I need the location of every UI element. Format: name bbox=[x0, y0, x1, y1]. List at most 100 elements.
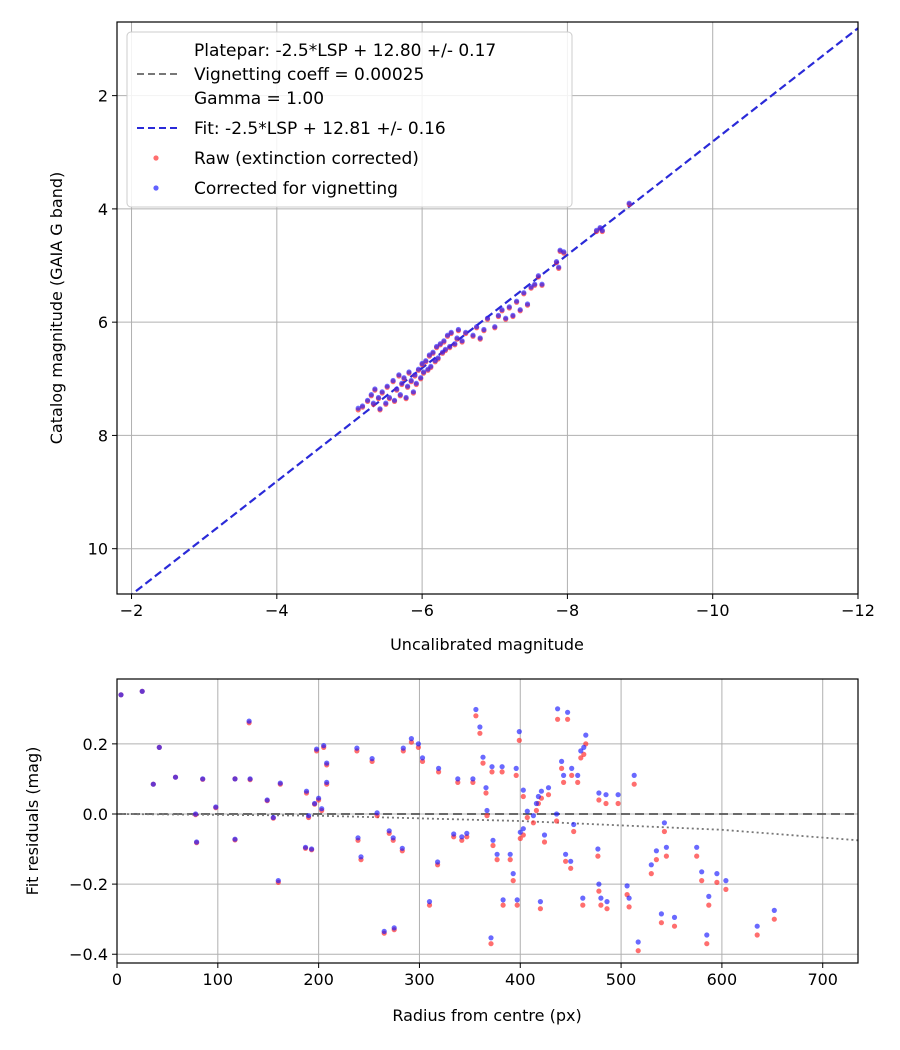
corrected-point bbox=[406, 369, 412, 375]
corrected-point bbox=[277, 780, 283, 786]
corrected-point bbox=[533, 800, 540, 807]
raw-point bbox=[507, 857, 513, 863]
corrected-point bbox=[359, 403, 366, 409]
raw-point bbox=[603, 800, 609, 807]
corrected-point bbox=[408, 736, 414, 742]
raw-point bbox=[723, 886, 729, 893]
raw-point bbox=[658, 920, 665, 926]
corrected-point bbox=[626, 895, 632, 901]
bottom-points-layer bbox=[118, 688, 777, 954]
corrected-point bbox=[430, 349, 436, 355]
corrected-point bbox=[510, 312, 516, 318]
raw-point bbox=[771, 916, 777, 922]
corrected-point bbox=[569, 765, 575, 772]
corrected-point bbox=[598, 895, 604, 901]
x-tick-label: 100 bbox=[203, 970, 234, 989]
raw-point bbox=[580, 902, 586, 908]
raw-point bbox=[494, 857, 500, 863]
raw-point bbox=[517, 835, 523, 842]
y-tick-label: 8 bbox=[98, 426, 108, 445]
corrected-point bbox=[383, 400, 389, 406]
corrected-point bbox=[671, 914, 678, 921]
corrected-point bbox=[419, 360, 425, 367]
top-ticks: −2 −4 −6 −8 −10 −12 2 4 6 8 10 bbox=[88, 87, 875, 620]
corrected-point bbox=[484, 807, 490, 814]
corrected-point bbox=[524, 808, 530, 814]
top-y-axis-label: Catalog magnitude (GAIA G band) bbox=[47, 172, 66, 444]
corrected-point bbox=[538, 788, 545, 794]
corrected-point bbox=[545, 785, 552, 791]
corrected-point bbox=[355, 835, 361, 841]
raw-point bbox=[477, 730, 483, 736]
corrected-point bbox=[399, 845, 405, 851]
corrected-point bbox=[399, 380, 405, 386]
corrected-point bbox=[354, 745, 360, 751]
raw-point bbox=[604, 906, 610, 912]
corrected-point bbox=[470, 776, 476, 782]
corrected-point bbox=[247, 776, 253, 782]
raw-point bbox=[537, 906, 544, 912]
corrected-point bbox=[448, 329, 454, 335]
corrected-point bbox=[455, 776, 461, 782]
corrected-point bbox=[303, 788, 310, 794]
y-tick-label: 4 bbox=[98, 200, 108, 219]
corrected-point bbox=[365, 397, 371, 403]
corrected-point bbox=[421, 369, 427, 375]
bottom-x-axis-label: Radius from centre (px) bbox=[392, 1006, 581, 1025]
corrected-point bbox=[581, 744, 587, 751]
corrected-point bbox=[118, 692, 124, 698]
x-tick-label: −12 bbox=[841, 601, 875, 620]
corrected-point bbox=[506, 304, 512, 310]
corrected-point bbox=[575, 772, 581, 779]
raw-point bbox=[704, 941, 710, 947]
corrected-point bbox=[391, 925, 397, 931]
corrected-point bbox=[596, 790, 602, 796]
corrected-point bbox=[595, 846, 601, 852]
corrected-point bbox=[663, 844, 670, 850]
y-tick-label: 0.2 bbox=[83, 735, 108, 754]
raw-point bbox=[489, 769, 495, 775]
corrected-point bbox=[694, 844, 700, 850]
corrected-point bbox=[517, 307, 523, 313]
raw-point bbox=[563, 858, 569, 864]
corrected-point bbox=[156, 744, 162, 751]
raw-point bbox=[510, 878, 516, 884]
raw-point bbox=[754, 932, 760, 938]
corrected-point bbox=[451, 831, 457, 837]
raw-point bbox=[626, 904, 632, 910]
corrected-point bbox=[535, 273, 542, 279]
raw-point bbox=[596, 888, 602, 894]
raw-point bbox=[648, 871, 654, 877]
raw-point bbox=[653, 857, 660, 863]
raw-point bbox=[488, 941, 494, 947]
corrected-point bbox=[418, 375, 424, 381]
raw-point bbox=[545, 792, 552, 798]
x-tick-label: −2 bbox=[120, 601, 144, 620]
corrected-point bbox=[412, 372, 418, 378]
raw-point bbox=[714, 879, 720, 886]
corrected-point bbox=[490, 837, 496, 843]
corrected-point bbox=[396, 372, 402, 378]
raw-point bbox=[520, 793, 526, 800]
corrected-point bbox=[370, 400, 376, 406]
raw-point bbox=[635, 948, 641, 954]
corrected-point bbox=[520, 787, 526, 793]
corrected-point bbox=[484, 315, 491, 321]
corrected-point bbox=[316, 795, 322, 801]
raw-point bbox=[541, 839, 548, 845]
corrected-point bbox=[390, 377, 396, 384]
raw-point bbox=[578, 755, 584, 761]
corrected-point bbox=[419, 755, 426, 761]
corrected-point bbox=[635, 939, 641, 945]
raw-point bbox=[513, 772, 519, 779]
x-tick-label: 0 bbox=[112, 970, 122, 989]
corrected-point bbox=[464, 830, 470, 836]
corrected-point bbox=[510, 871, 516, 877]
top-chart: −2 −4 −6 −8 −10 −12 2 4 6 8 10 Uncalibrated magnit… bbox=[47, 21, 875, 654]
raw-point bbox=[559, 765, 565, 772]
y-tick-label: 6 bbox=[98, 313, 108, 332]
y-tick-label: −0.4 bbox=[69, 945, 108, 964]
corrected-point bbox=[403, 394, 409, 401]
corrected-point bbox=[355, 405, 361, 411]
